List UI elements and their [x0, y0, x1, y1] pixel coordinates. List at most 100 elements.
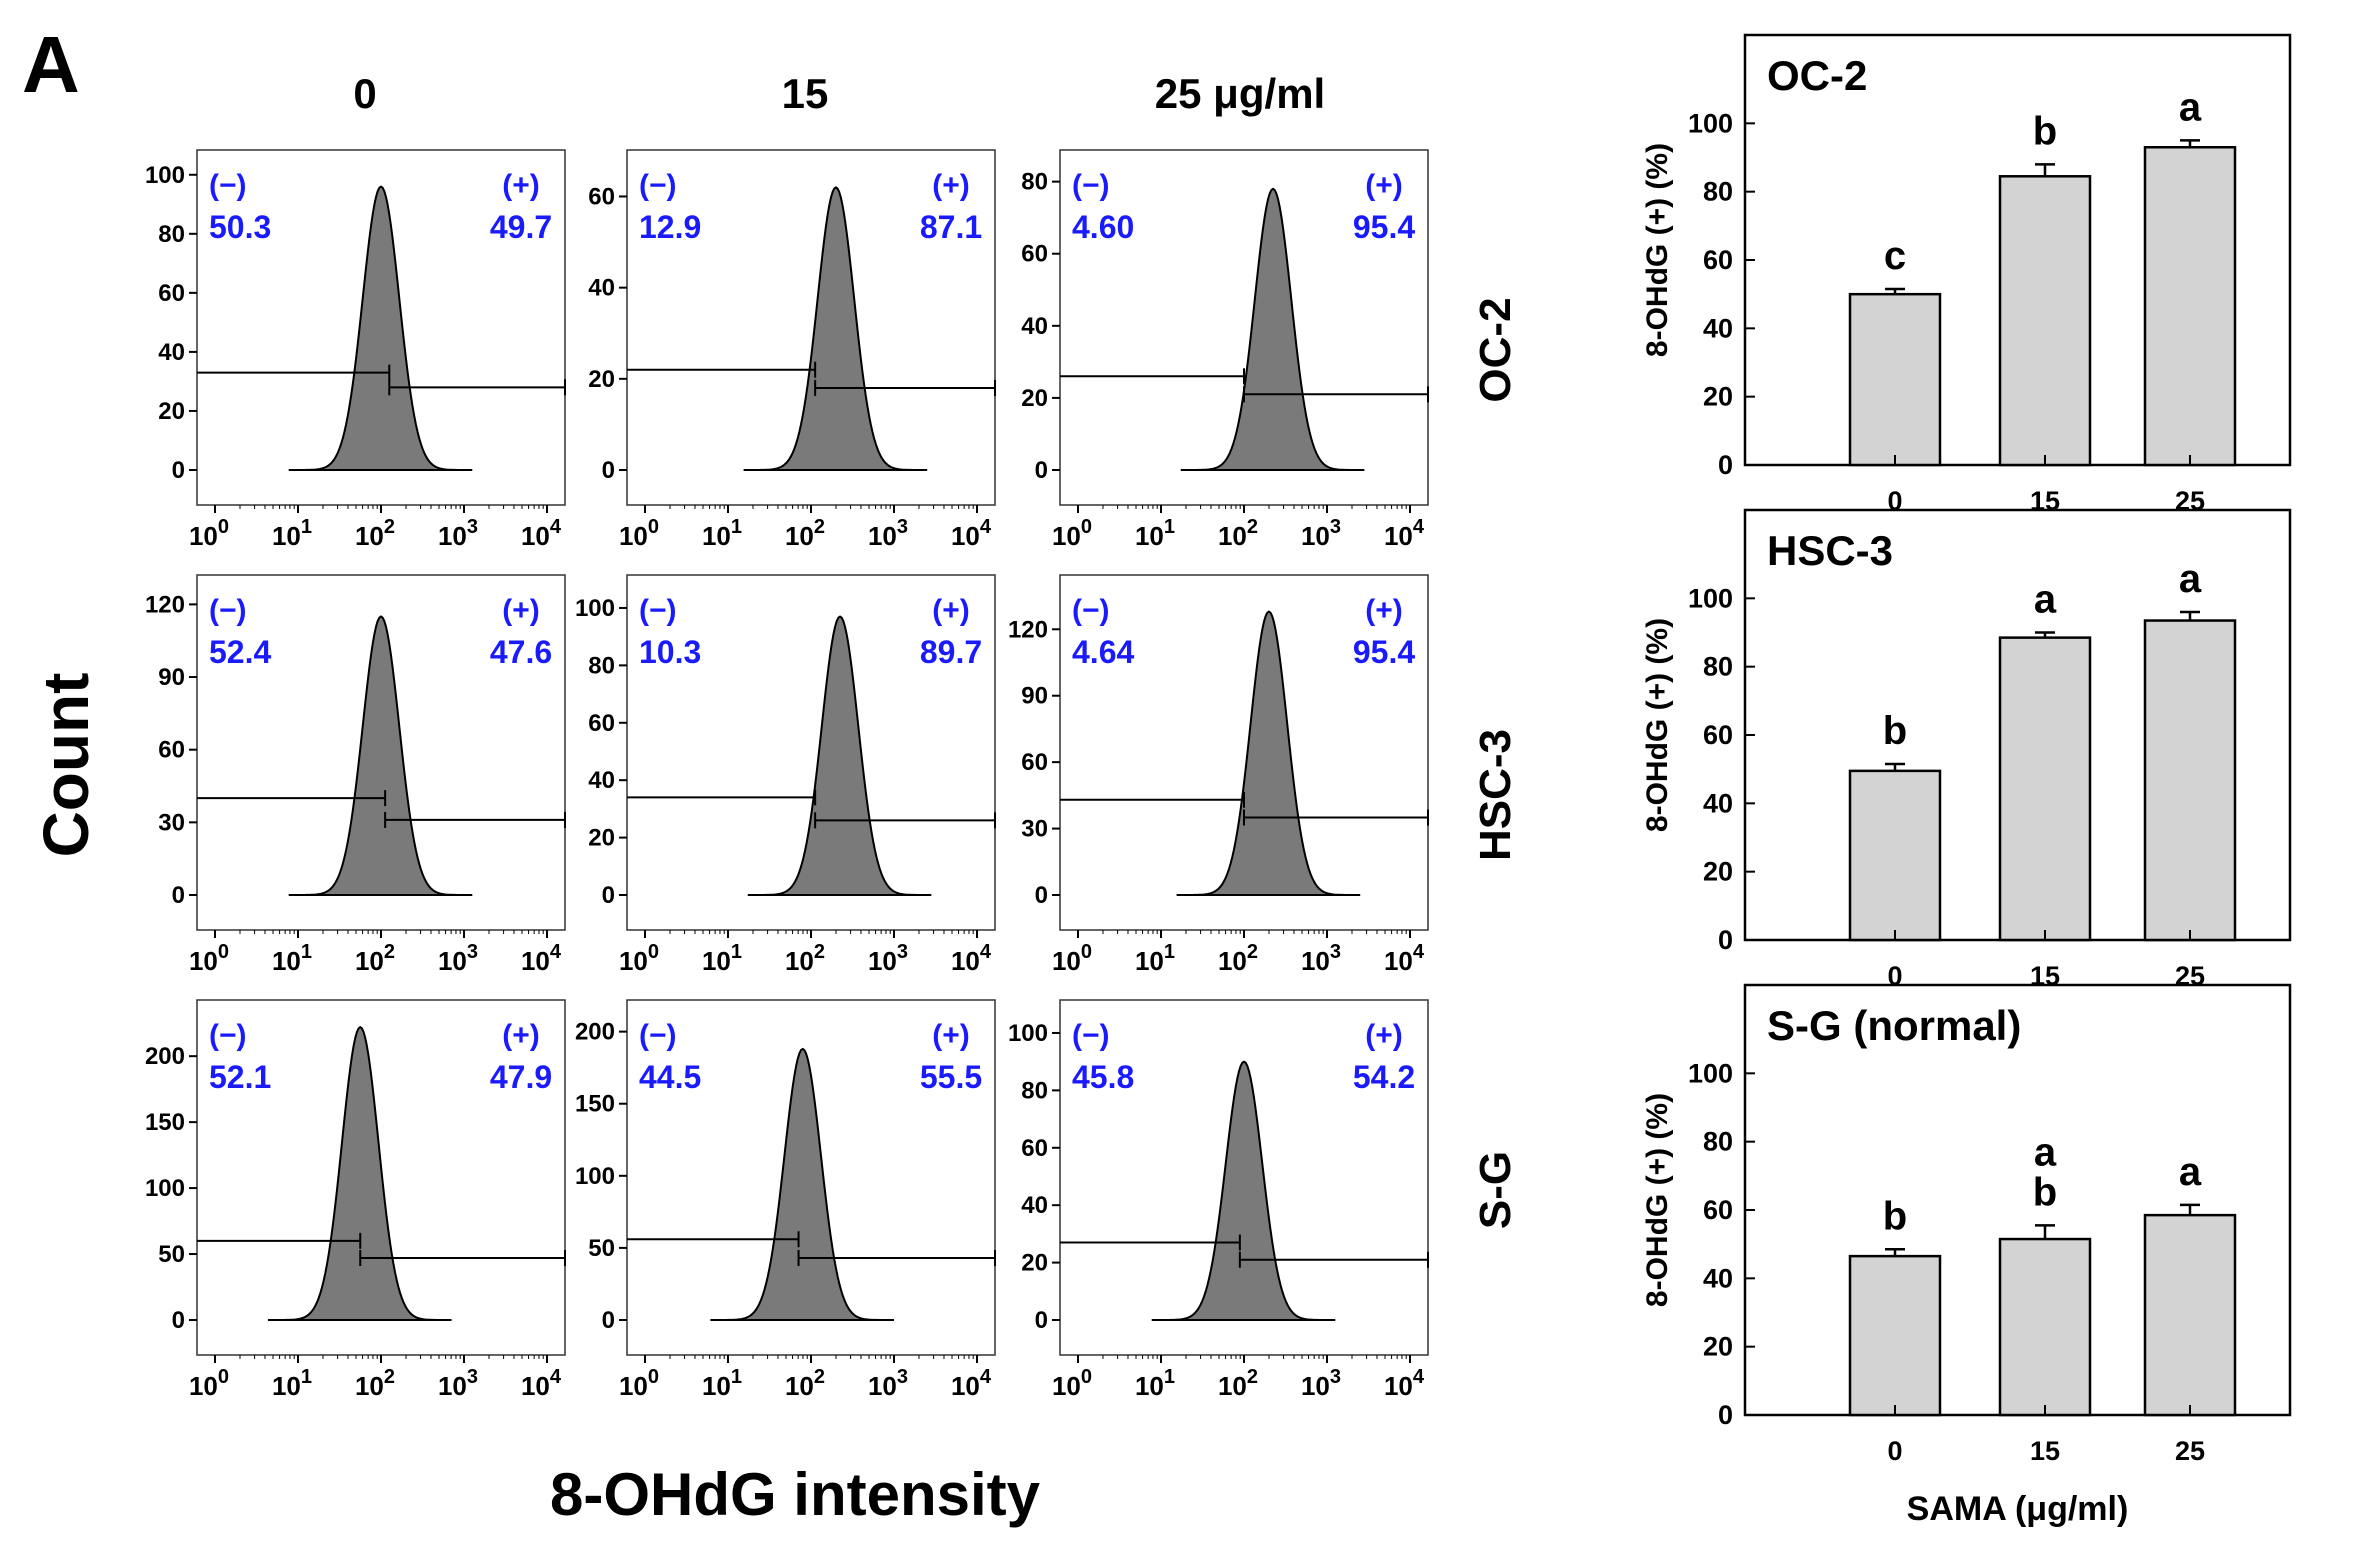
- y-tick-label: 100: [1688, 1058, 1733, 1088]
- x-tick-label: 102: [785, 516, 825, 551]
- y-tick-label: 80: [588, 652, 615, 679]
- y-tick-label: 60: [158, 280, 185, 307]
- bar-chart-y-label: 8-OHdG (+) (%): [1641, 618, 1674, 832]
- y-tick-label: 80: [1021, 1077, 1048, 1104]
- y-tick-label: 20: [1703, 1332, 1733, 1362]
- x-tick-label: 103: [438, 516, 478, 551]
- significance-letter: a: [2179, 1150, 2202, 1194]
- y-tick-label: 0: [602, 457, 615, 484]
- gate-positive-label: (+): [932, 169, 970, 202]
- bar: [1848, 1254, 1942, 1417]
- histogram-curve: [1152, 1060, 1336, 1321]
- bar: [1848, 292, 1942, 467]
- gate-positive-label: (+): [1365, 1019, 1403, 1052]
- x-tick-label: 101: [272, 516, 312, 551]
- y-tick-label: 120: [145, 591, 185, 618]
- gate-negative-value: 12.9: [639, 209, 701, 245]
- histogram-curve: [711, 1047, 894, 1321]
- gate-positive-label: (+): [932, 1019, 970, 1052]
- y-tick-label: 60: [1021, 749, 1048, 776]
- histogram-curve: [288, 615, 473, 896]
- y-tick-label: 60: [1703, 720, 1733, 750]
- row-label-hsc3: HSC-3: [1471, 729, 1520, 861]
- x-tick-label: 104: [521, 941, 562, 976]
- y-tick-label: 50: [588, 1235, 615, 1262]
- y-tick-label: 0: [1035, 1307, 1048, 1334]
- histogram-panel: 0 20 40 60 80 100 (−) (+) 50.3 49.7 100 101 102 103 10…: [145, 149, 566, 551]
- x-tick-label: 100: [189, 516, 229, 551]
- y-tick-label: 100: [145, 162, 185, 189]
- bar: [1848, 769, 1942, 942]
- gate-negative-label: (−): [1072, 1019, 1110, 1052]
- histogram-panel: 0 20 40 60 80 100 (−) (+) 45.8 54.2 100 101 102 103 10…: [1008, 999, 1429, 1401]
- gate-positive-value: 54.2: [1353, 1059, 1415, 1095]
- x-axis-label-intensity: 8-OHdG intensity: [550, 1461, 1041, 1528]
- gate-negative-value: 10.3: [639, 634, 701, 670]
- x-tick-label: 103: [1301, 941, 1341, 976]
- gate-negative-value: 45.8: [1072, 1059, 1134, 1095]
- gate-positive-value: 55.5: [920, 1059, 982, 1095]
- gate-negative-label: (−): [639, 1019, 677, 1052]
- y-axis-label-count: Count: [30, 673, 102, 858]
- x-tick-label: 15: [2030, 961, 2060, 991]
- bar-chart-title: OC-2: [1767, 52, 1867, 99]
- x-tick-label: 103: [1301, 516, 1341, 551]
- gate-negative-value: 52.1: [209, 1059, 271, 1095]
- x-tick-label: 100: [619, 1366, 659, 1401]
- y-tick-label: 90: [158, 664, 185, 691]
- x-tick-label: 104: [1384, 941, 1425, 976]
- significance-letter: a: [2034, 1130, 2057, 1174]
- y-tick-label: 100: [1688, 108, 1733, 138]
- x-tick-label: 102: [355, 1366, 395, 1401]
- x-tick-label: 104: [1384, 1366, 1425, 1401]
- histogram-panel: 0 20 40 60 (−) (+) 12.9 87.1 100 101 102 103 104: [588, 149, 996, 551]
- x-tick-label: 100: [1052, 516, 1092, 551]
- y-tick-label: 40: [1021, 1192, 1048, 1219]
- x-tick-label: 102: [355, 941, 395, 976]
- y-tick-label: 80: [1703, 177, 1733, 207]
- y-tick-label: 20: [1703, 382, 1733, 412]
- x-tick-label: 0: [1887, 1436, 1902, 1466]
- bar: [2143, 1213, 2237, 1417]
- histogram-panel: 0 20 40 60 80 100 (−) (+) 10.3 89.7 100 101 102 103 10…: [575, 574, 996, 976]
- bar-chart-title: HSC-3: [1767, 527, 1893, 574]
- significance-letter: a: [2034, 578, 2057, 622]
- gate-positive-value: 47.9: [490, 1059, 552, 1095]
- y-tick-label: 150: [575, 1091, 615, 1118]
- gate-positive-label: (+): [502, 169, 540, 202]
- column-label-0: 0: [353, 70, 376, 117]
- x-tick-label: 101: [272, 941, 312, 976]
- gate-negative-label: (−): [209, 594, 247, 627]
- y-tick-label: 120: [1008, 616, 1048, 643]
- gate-positive-value: 87.1: [920, 209, 982, 245]
- gate-positive-label: (+): [1365, 594, 1403, 627]
- x-tick-label: 102: [785, 941, 825, 976]
- x-tick-label: 103: [868, 516, 908, 551]
- x-tick-label: 103: [438, 1366, 478, 1401]
- y-tick-label: 40: [588, 275, 615, 302]
- x-tick-label: 102: [785, 1366, 825, 1401]
- column-label-15: 15: [782, 70, 829, 117]
- y-tick-label: 40: [1703, 1263, 1733, 1293]
- y-tick-label: 80: [1703, 1127, 1733, 1157]
- histogram-panel: 0 30 60 90 120 (−) (+) 52.4 47.6 100 101 102 103 104: [145, 574, 566, 976]
- bar-chart-y-label: 8-OHdG (+) (%): [1641, 1093, 1674, 1307]
- bar: [2143, 619, 2237, 942]
- x-tick-label: 104: [951, 516, 992, 551]
- x-tick-label: 100: [189, 941, 229, 976]
- gate-negative-value: 52.4: [209, 634, 271, 670]
- y-tick-label: 20: [588, 366, 615, 393]
- gate-positive-value: 49.7: [490, 209, 552, 245]
- histogram-curve: [1176, 610, 1361, 896]
- y-tick-label: 0: [1718, 925, 1733, 955]
- y-tick-label: 20: [1021, 1250, 1048, 1277]
- x-tick-label: 102: [1218, 516, 1258, 551]
- y-tick-label: 30: [158, 809, 185, 836]
- y-tick-label: 60: [1703, 1195, 1733, 1225]
- y-tick-label: 30: [1021, 816, 1048, 843]
- y-tick-label: 90: [1021, 683, 1048, 710]
- x-tick-label: 102: [1218, 1366, 1258, 1401]
- x-tick-label: 102: [355, 516, 395, 551]
- x-tick-label: 100: [1052, 1366, 1092, 1401]
